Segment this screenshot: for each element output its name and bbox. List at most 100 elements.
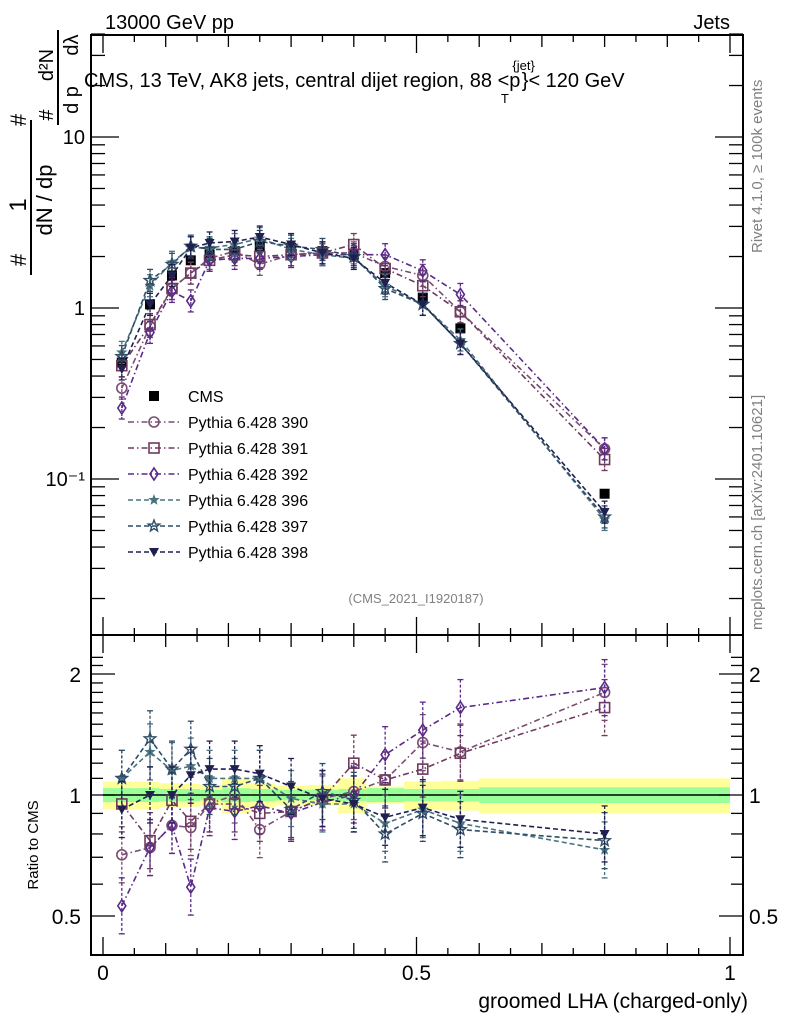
ratio-point — [599, 829, 610, 839]
main-point — [599, 488, 610, 499]
main-y-tick-label: 1 — [74, 298, 85, 320]
title-subscript: T — [501, 91, 509, 106]
main-y-tick-label: 10⁻¹ — [46, 469, 86, 491]
main-point — [204, 238, 215, 248]
ratio-point — [314, 783, 331, 799]
main-point — [167, 283, 177, 299]
legend-marker — [149, 466, 159, 482]
main-point — [185, 293, 196, 309]
ratio-y-tick-label-left: 2 — [69, 664, 81, 687]
legend-marker — [146, 518, 162, 533]
main-point — [254, 250, 265, 266]
ratio-point — [599, 680, 610, 696]
ratio-point — [454, 747, 467, 760]
ratio-point — [254, 798, 265, 814]
main-point — [229, 250, 240, 266]
title-text-end: }< 120 GeV — [522, 70, 626, 92]
ratio-point — [455, 815, 466, 825]
ratio-y-tick-label-left: 0.5 — [52, 906, 81, 929]
ratio-point — [145, 840, 155, 856]
y-label-dlambda: dλ — [61, 34, 83, 55]
ratio-point — [379, 774, 391, 786]
ratio-point — [114, 770, 130, 785]
ratio-series-line-4 — [121, 737, 605, 842]
main-series-line-1 — [121, 250, 606, 450]
y-label-one: 1 — [5, 198, 32, 211]
main-point — [145, 324, 155, 340]
ratio-y-tick-label-right: 1 — [749, 785, 761, 808]
header-left-label: 13000 GeV pp — [105, 12, 234, 34]
main-point — [145, 300, 156, 310]
title-superscript: {jet} — [512, 58, 535, 73]
ratio-point — [145, 791, 156, 800]
main-point — [380, 247, 391, 263]
ratio-y-axis-label: Ratio to CMS — [25, 800, 42, 889]
ratio-point — [286, 782, 297, 792]
legend-label: Pythia 6.428 396 — [188, 493, 308, 510]
legend-label: Pythia 6.428 398 — [188, 545, 308, 562]
legend-item: CMS — [149, 389, 224, 406]
ratio-y-tick-label-left: 1 — [69, 785, 81, 808]
legend-marker — [149, 548, 159, 557]
main-point — [229, 237, 240, 247]
main-point — [254, 233, 265, 243]
ratio-point — [185, 760, 197, 771]
y-label-dp: d p — [61, 86, 83, 114]
legend-label: Pythia 6.428 397 — [188, 519, 308, 536]
main-series-group — [114, 225, 613, 532]
ratio-point — [380, 747, 391, 763]
ratio-point — [116, 848, 128, 861]
main-point — [144, 279, 156, 291]
main-point — [317, 248, 328, 258]
legend-marker — [148, 416, 160, 428]
ratio-point — [283, 801, 299, 816]
main-point — [599, 441, 610, 457]
ratio-point — [348, 799, 359, 809]
x-tick-label: 1 — [724, 962, 736, 985]
legend-label: CMS — [188, 389, 224, 406]
ratio-point — [416, 763, 429, 775]
y-label-hash: # — [6, 113, 31, 126]
ratio-uncertainty-band — [103, 778, 730, 814]
main-point — [185, 255, 196, 266]
ratio-point — [417, 722, 428, 738]
legend-marker — [148, 442, 160, 454]
ratio-point — [317, 794, 328, 804]
ratio-point — [142, 730, 158, 746]
ratio-point — [166, 791, 177, 800]
ratio-point — [417, 803, 428, 813]
main-point — [185, 243, 196, 253]
legend-item: Pythia 6.428 392 — [128, 466, 308, 484]
y-label-hash: # — [6, 253, 31, 266]
ratio-series-group — [114, 658, 613, 935]
main-series-line-2 — [121, 243, 606, 461]
main-point — [286, 240, 297, 250]
x-tick-label: 0 — [97, 962, 109, 985]
legend-marker — [148, 494, 160, 505]
ratio-y-tick-label-right: 0.5 — [749, 906, 778, 929]
ratio-point — [185, 879, 196, 895]
ratio-point — [455, 700, 466, 716]
main-y-tick-label: 10 — [63, 127, 85, 149]
ratio-point — [183, 741, 199, 756]
main-point — [417, 263, 428, 279]
main-point — [116, 382, 128, 394]
ratio-axes: 2 2 1 1 0.5 0.5 0 0.5 1 — [52, 634, 778, 985]
rivet-label: Rivet 4.1.0, ≥ 100k events — [749, 80, 766, 253]
header-right-label: Jets — [693, 12, 730, 34]
main-point — [116, 364, 127, 374]
main-point — [348, 254, 359, 264]
ratio-point — [254, 769, 265, 779]
legend-item: Pythia 6.428 397 — [128, 518, 308, 536]
y-label-d2n: d²N — [36, 49, 58, 81]
plot-title: CMS, 13 TeV, AK8 jets, central dijet reg… — [84, 58, 625, 106]
main-point — [455, 339, 466, 349]
ratio-point — [204, 765, 215, 775]
y-label-hash: # — [36, 109, 58, 121]
legend-item: Pythia 6.428 398 — [128, 545, 308, 562]
main-point — [116, 400, 127, 416]
legend-marker — [149, 391, 159, 401]
legend-label: Pythia 6.428 392 — [188, 467, 308, 484]
